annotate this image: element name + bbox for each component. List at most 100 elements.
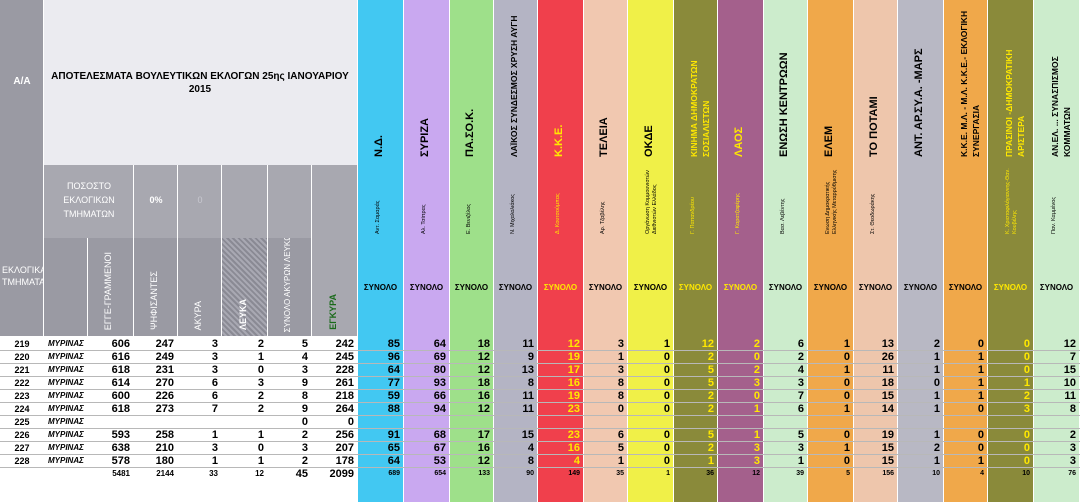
party-leader-cell-12	[898, 165, 944, 238]
party-column-3: ΣΥΝΟΛΟ	[494, 238, 538, 502]
party-column-11: ΣΥΝΟΛΟ	[854, 238, 898, 502]
party-vote-value: 15	[881, 390, 894, 402]
voted-header-cell: ΨΗΦΙΣΑΝΤΕΣ	[134, 238, 178, 336]
party-vote-value: 11	[522, 390, 534, 402]
table-row: 225 ΜΥΡΙΝΑΣ 0 0	[0, 416, 1080, 429]
party-header-7: ΚΙΝΗΜΑ ΔΗΜΟΚΡΑΤΩΝ ΣΟΣΙΑΛΙΣΤΩΝ	[674, 0, 718, 165]
valid-value: 256	[335, 429, 354, 441]
blank-header: ΛΕΥΚΑ	[238, 298, 248, 330]
invalid-value: 33	[209, 469, 218, 478]
blank-value: 2	[257, 403, 264, 415]
party-header-3: ΛΑΪΚΟΣ ΣΥΝΔΕΣΜΟΣ ΧΡΥΣΗ ΑΥΓΗ	[494, 0, 538, 165]
party-name: ΠΡΑΣΙΝΟΙ -ΔΗΜΟΚΡΑΤΙΚΗ ΑΡΙΣΤΕΡΑ	[1003, 49, 1026, 157]
party-leader: Αρ. Τζαβέλης	[599, 201, 606, 234]
party-leader: Αντ. Σαμαράς	[374, 200, 381, 234]
total-invalid-value: 8	[301, 390, 308, 402]
row-id: 228	[14, 456, 30, 466]
party-vote-value	[494, 416, 538, 428]
valid-header: ΕΓΚΥΡΑ	[328, 294, 338, 330]
section-header: ΕΚΛΟΓΙΚΑ ΤΜΗΜΑΤΑ	[2, 265, 44, 287]
party-vote-value: 3	[1069, 455, 1076, 467]
party-vote-value	[1034, 416, 1080, 428]
percent-spacer-1	[222, 165, 268, 238]
party-vote-value: 156	[882, 470, 894, 477]
party-vote-value: 2	[707, 403, 714, 415]
total-invalid-value: 9	[301, 377, 308, 389]
registered-value: 638	[111, 442, 130, 454]
party-vote-value: 0	[843, 351, 850, 363]
party-vote-value: 0	[977, 429, 984, 441]
voted-value: 249	[155, 351, 174, 363]
party-vote-value: 64	[387, 455, 400, 467]
invalid-value: 7	[211, 403, 218, 415]
party-vote-value: 5	[707, 377, 714, 389]
party-vote-value: 3	[753, 377, 760, 389]
party-total-label: ΣΥΝΟΛΟ	[723, 283, 758, 292]
total-invalid-header: ΣΥΝΟΛΟ ΑΚΥΡΩΝ ΛΕΥΚΩΝ	[283, 238, 292, 332]
party-vote-value: 3	[753, 442, 760, 454]
party-total-label: ΣΥΝΟΛΟ	[588, 283, 623, 292]
party-vote-value: 1	[843, 442, 850, 454]
party-vote-value: 94	[433, 403, 446, 415]
party-vote-value: 11	[882, 364, 894, 376]
row-background	[0, 338, 358, 350]
percent-spacer-3	[312, 165, 358, 238]
party-vote-value: 35	[616, 470, 624, 477]
party-leader: Παν. Καμμένος	[1050, 197, 1057, 234]
party-vote-value: 1	[933, 455, 940, 467]
party-vote-value: 0	[663, 364, 670, 376]
party-vote-value: 69	[433, 351, 446, 363]
party-column-7: ΣΥΝΟΛΟ	[674, 238, 718, 502]
total-invalid-header-cell: ΣΥΝΟΛΟ ΑΚΥΡΩΝ ΛΕΥΚΩΝ	[268, 238, 312, 336]
party-vote-value	[944, 416, 988, 428]
party-name: Κ.Κ.Ε. Μ.Λ. - Μ.Λ. Κ.Κ.Ε.- ΕΚΛΟΓΙΚΗ ΣΥΝΕ…	[958, 10, 981, 157]
total-invalid-value: 2	[301, 455, 308, 467]
table-row: 224 ΜΥΡΙΝΑΣ 618 273 7 2 9 264 88 94 12 11 23 0 0 2 1 6 1 14…	[0, 403, 1080, 416]
voted-value: 210	[155, 442, 174, 454]
party-vote-value	[538, 416, 584, 428]
invalid-value: 6	[211, 390, 218, 402]
table-row: 223 ΜΥΡΙΝΑΣ 600 226 6 2 8 218 59 66 16 11 19 8 0 2 0 7 0 15…	[0, 390, 1080, 403]
row-place: ΜΥΡΙΝΑΣ	[48, 456, 84, 465]
percent-label: ΠΟΣΟΣΤΟ ΕΚΛΟΓΙΚΩΝ ΤΜΗΜΑΤΩΝ	[63, 181, 115, 219]
party-vote-value	[764, 416, 808, 428]
party-vote-value: 96	[387, 351, 400, 363]
party-vote-value	[584, 416, 628, 428]
party-column-2: ΣΥΝΟΛΟ	[450, 238, 494, 502]
registered-value: 606	[111, 338, 130, 350]
party-vote-value: 8	[617, 377, 624, 389]
party-leader: Οργάνωση Κομμουνιστών Διεθνιστών Ελλάδος	[644, 170, 658, 234]
party-leader-cell-14: Κ. Χριστοφιλόγιαννης-Θαν. Κουβέλης	[988, 165, 1034, 238]
party-vote-value: 2	[933, 338, 940, 350]
party-vote-value: 16	[477, 390, 490, 402]
party-vote-value: 3	[797, 442, 804, 454]
party-vote-value: 4	[980, 470, 984, 477]
blank-value	[222, 416, 268, 428]
valid-value: 178	[335, 455, 354, 467]
voted-value: 270	[155, 377, 174, 389]
party-vote-value: 6	[797, 403, 804, 415]
party-column-14: ΣΥΝΟΛΟ	[988, 238, 1034, 502]
registered-value: 618	[111, 403, 130, 415]
row-place: ΜΥΡΙΝΑΣ	[48, 443, 84, 452]
blank-value: 0	[257, 364, 264, 376]
party-vote-value: 1	[843, 338, 850, 350]
row-place: ΜΥΡΙΝΑΣ	[48, 352, 84, 361]
registered-header: ΕΓΓΕ-ΓΡΑΜΜΕΝΟΙ	[103, 251, 113, 330]
party-vote-value: 1	[977, 364, 984, 376]
party-vote-value	[718, 416, 764, 428]
party-vote-value: 1	[977, 455, 984, 467]
party-vote-value: 91	[387, 429, 400, 441]
party-vote-value: 77	[387, 377, 400, 389]
row-id: 223	[14, 391, 30, 401]
party-vote-value: 0	[617, 403, 624, 415]
party-vote-value: 4	[797, 364, 804, 376]
place-header-cell	[44, 238, 88, 336]
party-vote-value: 19	[567, 351, 580, 363]
party-total-label: ΣΥΝΟΛΟ	[948, 283, 983, 292]
party-vote-value: 2	[707, 390, 714, 402]
registered-value: 616	[111, 351, 130, 363]
party-vote-value: 4	[573, 455, 580, 467]
party-vote-value: 1	[617, 351, 624, 363]
party-vote-value: 11	[522, 403, 534, 415]
